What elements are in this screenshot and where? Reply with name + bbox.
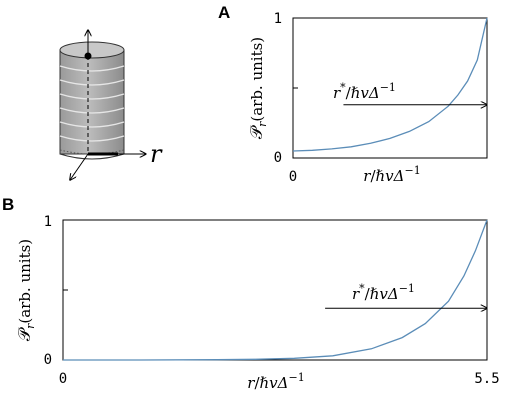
chart-b-ylabel-rest: (arb. units) [16, 239, 34, 324]
chart-a-annotation: r*/ℏvΔ−1 [333, 81, 396, 102]
chart-a-annotation-rest: ℏvΔ [351, 84, 380, 102]
chart-a-annotation-star: * [340, 81, 346, 94]
chart-a-ylabel: 𝒫r(arb. units) [247, 37, 269, 139]
chart-a-xlabel-rest: ℏvΔ [376, 167, 405, 185]
chart-b-annotation-var: r [352, 285, 360, 303]
chart-b-xlabel-slash: / [254, 374, 260, 392]
cylinder-schematic: r [59, 30, 163, 180]
chart-b-annotation-slash: / [365, 285, 371, 303]
chart-b-annotation: r*/ℏvΔ−1 [352, 282, 415, 303]
chart-b: 1 0 0 5.5 r/ℏvΔ−1 𝒫r(arb. units) r*/ℏvΔ−… [15, 214, 500, 392]
chart-a-ylabel-sym: 𝒫 [247, 125, 267, 139]
chart-a-ytick-0: 0 [274, 150, 282, 166]
cylinder-bottom [59, 153, 125, 160]
chart-a-xtick-0: 0 [289, 169, 297, 185]
chart-a-series-line [292, 17, 488, 152]
chart-a-annotation-slash: / [346, 84, 352, 102]
chart-b-annotation-star: * [359, 282, 365, 295]
chart-b-annotation-rest: ℏvΔ [370, 285, 399, 303]
chart-a-ylabel-rest: (arb. units) [248, 37, 266, 122]
cylinder-stripes [59, 65, 125, 142]
chart-a-xlabel-var: r [363, 167, 371, 185]
chart-b-xlabel-var: r [247, 374, 255, 392]
cylinder-top [59, 41, 125, 59]
chart-b-xlabel-sup: −1 [288, 371, 304, 384]
chart-b-ylabel-sym: 𝒫 [15, 327, 35, 341]
chart-a-ytick-1: 1 [274, 11, 282, 27]
radial-axis-label: r [150, 140, 163, 168]
third-axis-arrow [70, 153, 89, 180]
chart-a-xlabel-sup: −1 [404, 164, 420, 177]
chart-b-annotation-sup: −1 [399, 282, 415, 295]
chart-b-frame [62, 219, 488, 361]
chart-b-xlabel-rest: ℏvΔ [260, 374, 289, 392]
chart-a-ylabel-sub: r [256, 121, 269, 127]
cylinder-body [59, 49, 125, 155]
chart-b-xtick-max: 5.5 [474, 371, 499, 387]
chart-b-xtick-0: 0 [59, 371, 67, 387]
chart-b-series-line [63, 219, 488, 361]
chart-a-annotation-var: r [333, 84, 341, 102]
top-point [84, 52, 92, 60]
chart-a-xlabel-slash: / [370, 167, 376, 185]
chart-b-ytick-1: 1 [44, 214, 52, 230]
panel-letter-a: A [218, 3, 230, 22]
panel-letter-b: B [2, 195, 14, 214]
chart-b-ylabel: 𝒫r(arb. units) [15, 239, 37, 341]
chart-a-annotation-sup: −1 [380, 81, 396, 94]
chart-b-ytick-0: 0 [44, 352, 52, 368]
chart-a: 1 0 0 r/ℏvΔ−1 𝒫r(arb. units) r*/ℏvΔ−1 [247, 11, 487, 185]
chart-b-xlabel: r/ℏvΔ−1 [247, 371, 304, 392]
chart-a-xlabel: r/ℏvΔ−1 [363, 164, 420, 185]
chart-b-ylabel-sub: r [24, 323, 37, 329]
